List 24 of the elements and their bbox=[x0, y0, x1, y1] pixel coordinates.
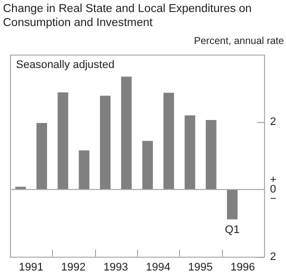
x-tick-label: 1991 bbox=[18, 261, 44, 274]
x-tick-label: 1996 bbox=[230, 261, 255, 274]
annotation: Q1 bbox=[224, 224, 240, 236]
x-tick-label: 1994 bbox=[146, 261, 170, 274]
bar bbox=[226, 189, 238, 220]
x-tick-label: 1993 bbox=[104, 261, 128, 274]
bar bbox=[100, 96, 111, 190]
bar bbox=[184, 115, 196, 190]
annotation: Seasonally adjusted bbox=[16, 59, 114, 72]
y-axis-title: Percent, annual rate bbox=[194, 36, 284, 47]
bar bbox=[15, 186, 26, 190]
bar bbox=[206, 120, 216, 190]
bar bbox=[163, 92, 174, 190]
chart-title: Change in Real State and Local Expenditures on Consumption and Investment bbox=[3, 2, 253, 30]
bar bbox=[36, 123, 48, 190]
bar bbox=[78, 150, 90, 190]
x-tick-label: 1995 bbox=[188, 261, 213, 274]
bar bbox=[142, 140, 153, 190]
y-tick-label: 2 bbox=[270, 250, 276, 263]
bar bbox=[121, 76, 132, 190]
y-tick-label: + 0 − bbox=[270, 174, 276, 205]
y-tick-label: 2 bbox=[270, 116, 276, 128]
x-tick-label: 1992 bbox=[61, 261, 86, 274]
bar bbox=[58, 92, 68, 190]
